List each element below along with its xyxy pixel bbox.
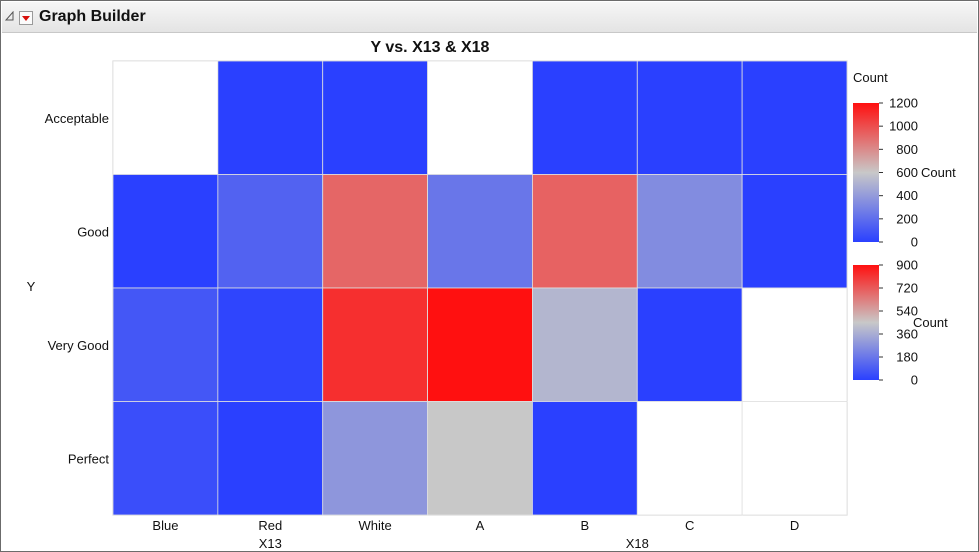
heatmap-cell[interactable]	[322, 60, 428, 175]
legend-tick-label: 720	[896, 281, 918, 296]
heatmap-cell[interactable]	[217, 287, 324, 402]
heatmap-cell[interactable]	[322, 287, 428, 402]
heatmap-cell[interactable]	[636, 174, 743, 289]
heatmap-cell[interactable]	[532, 60, 638, 175]
y-tick-label: Acceptable	[45, 111, 109, 126]
heatmap-cell[interactable]	[636, 60, 743, 175]
legend-tick-label: 400	[896, 188, 918, 203]
x-tick-label: Red	[258, 518, 282, 533]
heatmap-cell[interactable]	[322, 401, 428, 516]
heatmap-cell[interactable]	[217, 60, 324, 175]
legend-tick-label: 180	[896, 350, 918, 365]
title-bar: Graph Builder	[2, 2, 977, 33]
x-tick-label: A	[476, 518, 485, 533]
legend-tick-label: 0	[911, 373, 918, 388]
x-tick-label: White	[359, 518, 392, 533]
heatmap-cell[interactable]	[741, 401, 848, 516]
window-title: Graph Builder	[39, 8, 146, 25]
heatmap-cell[interactable]	[217, 174, 324, 289]
y-tick-label: Perfect	[68, 451, 110, 466]
legend-tick-label: 600	[896, 165, 918, 180]
legend-tick-label: 800	[896, 142, 918, 157]
heatmap-cell[interactable]	[532, 287, 638, 402]
heatmap-cell[interactable]	[636, 401, 743, 516]
heatmap-cell[interactable]	[427, 401, 533, 516]
heatmap-cell[interactable]	[112, 174, 219, 289]
y-axis-title: Y	[27, 279, 36, 294]
y-tick-label: Good	[77, 224, 109, 239]
heatmap-cell[interactable]	[741, 287, 848, 402]
x-tick-label: Blue	[152, 518, 178, 533]
heatmap-cell[interactable]	[112, 401, 219, 516]
color-scale-bar	[853, 103, 879, 242]
heatmap-cell[interactable]	[217, 401, 324, 516]
red-triangle-menu-icon[interactable]	[19, 11, 33, 25]
x-tick-label: C	[685, 518, 694, 533]
legend-tick-label: 0	[911, 235, 918, 250]
heatmap-cell[interactable]	[322, 174, 428, 289]
heatmap-cell[interactable]	[741, 174, 848, 289]
heatmap-cell[interactable]	[427, 60, 533, 175]
heatmap-cell[interactable]	[112, 60, 219, 175]
heatmap-cell[interactable]	[112, 287, 219, 402]
x-tick-label: B	[581, 518, 590, 533]
color-scale-bar	[853, 265, 879, 380]
x-group-label: X18	[626, 536, 649, 551]
heatmap-cell[interactable]	[427, 287, 533, 402]
x-group-label: X13	[259, 536, 282, 551]
heatmap-cell[interactable]	[427, 174, 533, 289]
legend-tick-label: 540	[896, 304, 918, 319]
legend-side-label: Count	[921, 165, 956, 180]
heatmap-cell[interactable]	[741, 60, 848, 175]
legend-tick-label: 1000	[889, 119, 918, 134]
x-tick-label: D	[790, 518, 799, 533]
legend-title: Count	[853, 70, 888, 85]
legend-tick-label: 360	[896, 327, 918, 342]
heatmap-cell[interactable]	[636, 287, 743, 402]
legend-tick-label: 200	[896, 211, 918, 226]
heatmap-cell[interactable]	[532, 401, 638, 516]
heatmap-chart: Y vs. X13 & X18 Y Acceptable Good Very Goo…	[27, 39, 956, 551]
chart-title: Y vs. X13 & X18	[371, 39, 490, 56]
legend-tick-label: 900	[896, 258, 918, 273]
legend-side-label: Count	[913, 315, 948, 330]
y-tick-label: Very Good	[48, 338, 109, 353]
legend-tick-label: 1200	[889, 96, 918, 111]
heatmap-cell[interactable]	[532, 174, 638, 289]
